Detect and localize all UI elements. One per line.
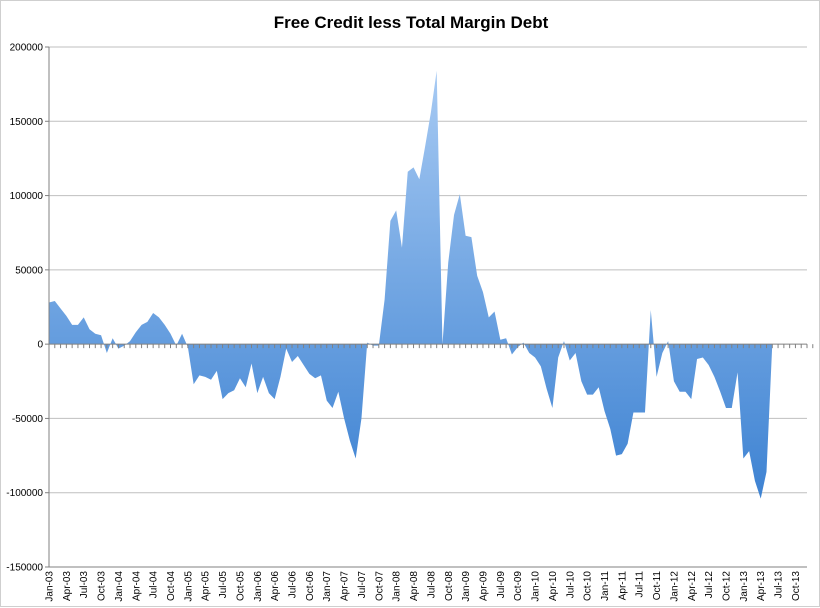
x-tick-label: Jul-10	[565, 571, 576, 599]
x-tick-label: Oct-04	[166, 571, 177, 601]
x-tick-label: Oct-06	[305, 571, 316, 601]
y-tick-label: -100000	[6, 488, 43, 499]
x-tick-label: Jul-06	[288, 571, 299, 599]
x-tick-label: Oct-12	[721, 571, 732, 601]
x-tick-label: Apr-06	[270, 571, 281, 601]
x-tick-label: Oct-10	[583, 571, 594, 601]
x-tick-label: Jul-07	[357, 571, 368, 599]
x-tick-label: Jul-08	[426, 571, 437, 599]
y-tick-label: 0	[37, 340, 43, 351]
x-tick-label: Oct-09	[513, 571, 524, 601]
y-tick-label: 150000	[10, 117, 44, 128]
x-tick-label: Apr-04	[131, 571, 142, 601]
x-tick-label: Oct-08	[444, 571, 455, 601]
x-tick-label: Apr-13	[756, 571, 767, 601]
x-tick-label: Apr-05	[201, 571, 212, 601]
x-tick-label: Apr-12	[687, 571, 698, 601]
x-tick-label: Jul-13	[774, 571, 785, 599]
y-tick-label: 50000	[15, 265, 43, 276]
x-tick-label: Apr-08	[409, 571, 420, 601]
x-tick-label: Oct-03	[97, 571, 108, 601]
x-tick-label: Jul-11	[635, 571, 646, 598]
x-tick-label: Jan-04	[114, 571, 125, 602]
y-tick-label: 200000	[10, 43, 44, 54]
x-tick-label: Jan-06	[253, 571, 264, 602]
axes	[45, 46, 814, 568]
area-series	[49, 70, 813, 499]
x-tick-label: Jan-12	[669, 571, 680, 602]
x-tick-label: Jan-13	[739, 571, 750, 602]
x-tick-label: Apr-11	[617, 571, 628, 601]
x-tick-label: Jul-12	[704, 571, 715, 599]
x-tick-label: Jan-03	[45, 571, 56, 602]
x-tick-label: Jul-03	[79, 571, 90, 599]
x-tick-label: Apr-03	[62, 571, 73, 601]
x-tick-label: Jul-09	[496, 571, 507, 599]
x-tick-label: Jan-05	[183, 571, 194, 602]
x-tick-label: Jul-05	[218, 571, 229, 599]
x-tick-label: Jan-08	[392, 571, 403, 602]
x-tick-label: Oct-11	[652, 571, 663, 601]
x-axis: Jan-03 Apr-03 Jul-03 Oct-03 Jan-04 Apr-04 Jul-…	[45, 571, 802, 602]
x-tick-label: Oct-05	[235, 571, 246, 601]
x-tick-label: Apr-07	[340, 571, 351, 601]
x-tick-label: Apr-09	[478, 571, 489, 601]
x-tick-label: Jan-07	[322, 571, 333, 602]
y-tick-label: -150000	[6, 563, 43, 574]
x-tick-label: Apr-10	[548, 571, 559, 601]
y-axis: 200000 150000 100000 50000 0 -50000 -100000 -15…	[6, 43, 43, 574]
plot-area	[49, 70, 813, 499]
x-tick-label: Jan-11	[600, 571, 611, 601]
x-tick-label: Jul-04	[149, 571, 160, 599]
y-tick-label: 100000	[10, 191, 44, 202]
x-tick-label: Oct-07	[374, 571, 385, 601]
x-tick-label: Jan-10	[531, 571, 542, 602]
x-tick-label: Oct-13	[791, 571, 802, 601]
x-tick-label: Jan-09	[461, 571, 472, 602]
y-tick-label: -50000	[12, 414, 44, 425]
chart-title: Free Credit less Total Margin Debt	[274, 13, 549, 32]
